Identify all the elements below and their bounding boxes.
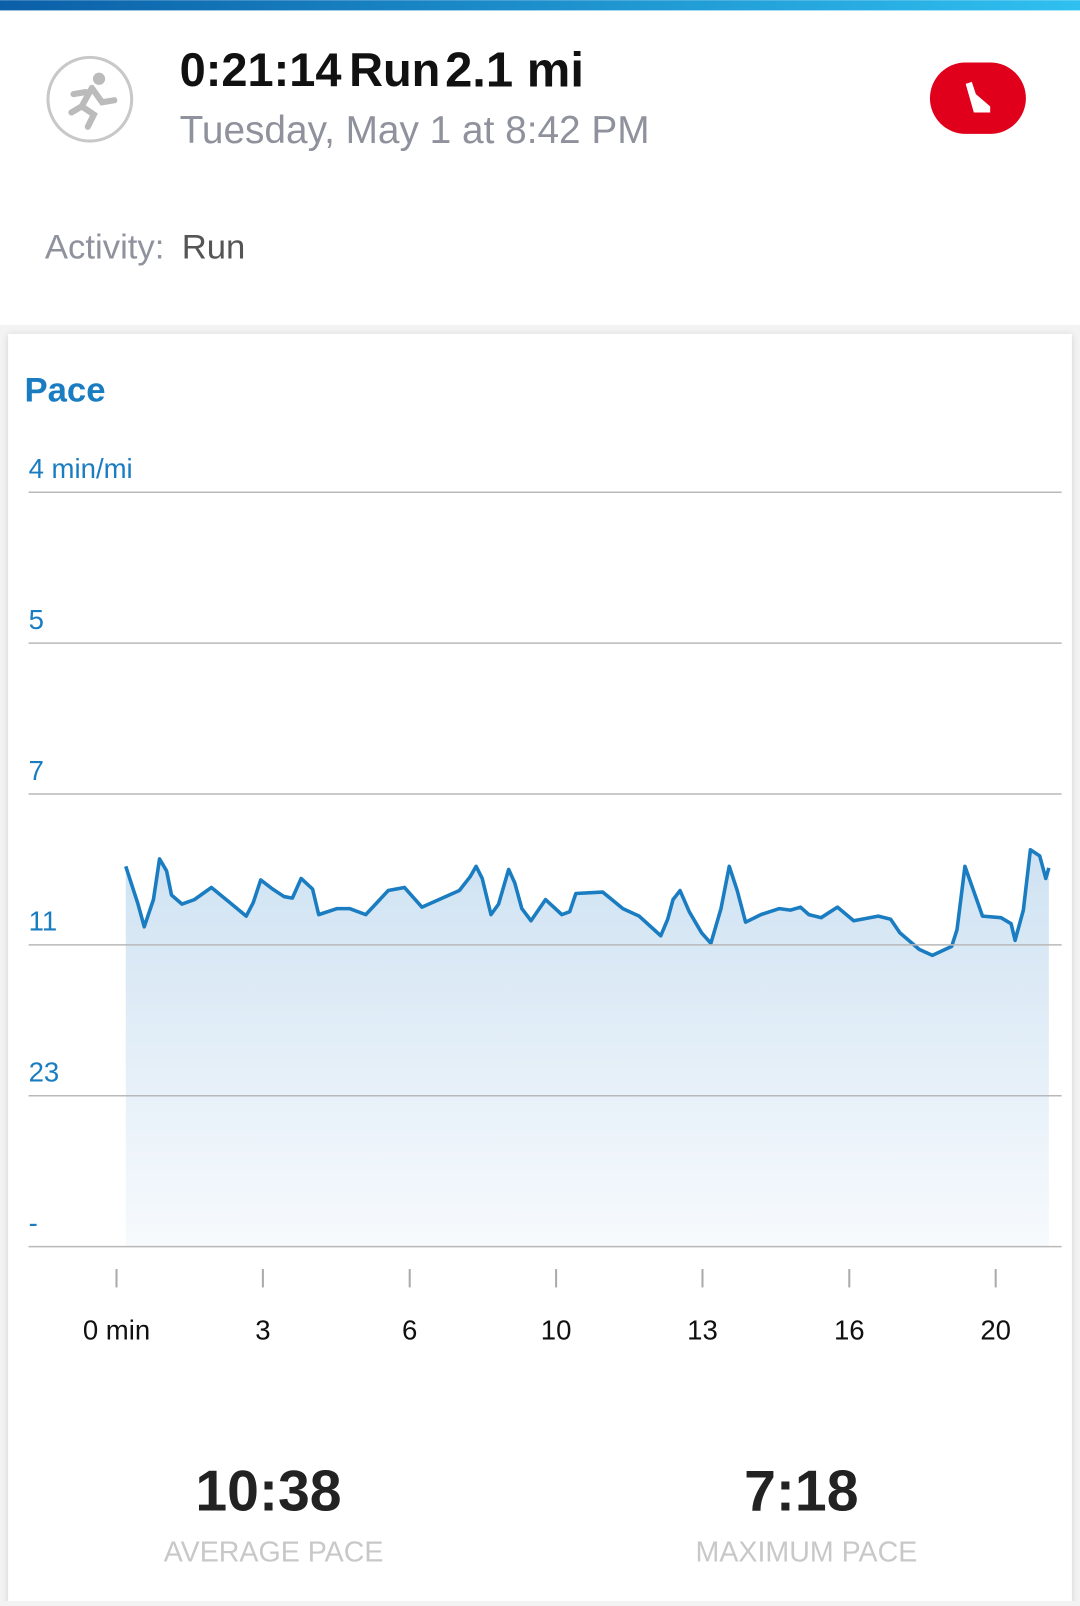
y-tick-label: 4 min/mi xyxy=(29,453,133,484)
x-tick-label: 16 xyxy=(834,1315,865,1346)
distance: 2.1 mi xyxy=(445,44,584,98)
x-tick-label: 10 xyxy=(541,1315,572,1346)
date: Tuesday, May 1 at 8:42 PM xyxy=(180,109,650,152)
chart-title: Pace xyxy=(24,371,105,409)
activity-label: Activity: xyxy=(45,228,165,266)
x-tick-label: 20 xyxy=(980,1315,1011,1346)
x-tick-label: 0 min xyxy=(83,1315,150,1346)
x-tick-label: 3 xyxy=(255,1315,270,1346)
top-bar xyxy=(0,0,1080,11)
area-fill xyxy=(125,849,1049,1247)
y-tick-label: - xyxy=(29,1207,38,1238)
stat-label: MAXIMUM PACE xyxy=(696,1536,918,1568)
y-tick-label: 23 xyxy=(29,1057,60,1088)
header-bg xyxy=(0,0,1080,325)
shoe-button[interactable] xyxy=(929,62,1026,134)
y-tick-label: 5 xyxy=(29,604,44,635)
x-tick-label: 13 xyxy=(687,1315,718,1346)
duration: 0:21:14 xyxy=(180,43,342,96)
activity-value: Run xyxy=(182,228,246,266)
pace-line xyxy=(124,848,1051,958)
stat-label: AVERAGE PACE xyxy=(164,1536,384,1568)
activity-icon xyxy=(46,55,134,143)
x-tick-label: 6 xyxy=(402,1315,417,1346)
y-tick-label: 7 xyxy=(29,755,44,786)
activity-type: Run xyxy=(349,43,440,96)
y-tick-label: 11 xyxy=(29,906,58,937)
stat-value: 10:38 xyxy=(195,1460,341,1524)
stat-value: 7:18 xyxy=(744,1460,858,1524)
